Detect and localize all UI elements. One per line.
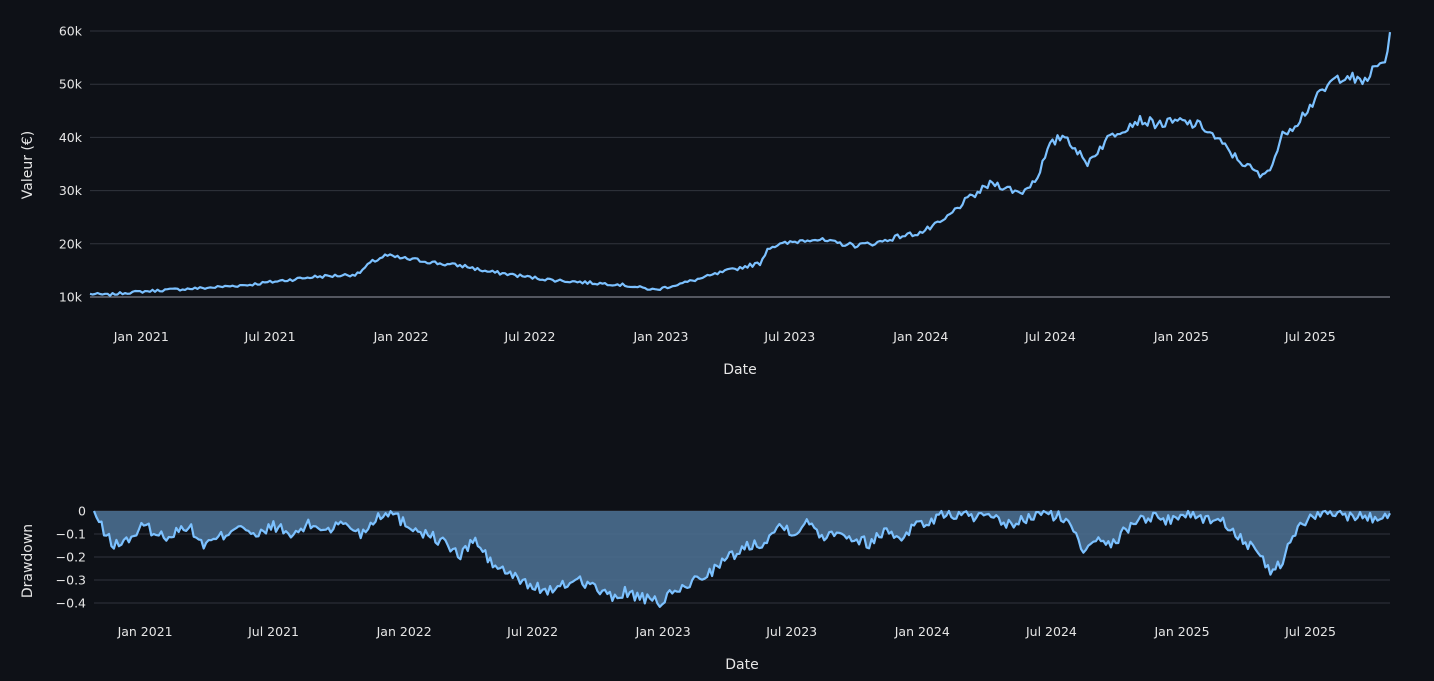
top-chart-series-line[interactable] (89, 31, 1392, 297)
top-chart-x-tick-label-7: Jul 2024 (1024, 329, 1076, 344)
bottom-chart-x-tick-label-8: Jan 2025 (1154, 624, 1210, 639)
bottom-chart-x-tick-label-1: Jul 2021 (247, 624, 299, 639)
bottom-chart-series-line[interactable] (92, 509, 1391, 608)
top-chart-series[interactable] (89, 31, 1392, 297)
bottom-chart-y-tick-label-3: −0.3 (56, 573, 86, 588)
bottom-chart-x-axis-title: Date (725, 657, 758, 673)
bottom-chart-x-tick-label-2: Jan 2022 (376, 624, 432, 639)
top-chart-x-tick-label-4: Jan 2023 (632, 329, 688, 344)
bottom-chart-x-tick-label-6: Jan 2024 (894, 624, 950, 639)
top-chart-y-tick-label-2: 30k (59, 183, 83, 198)
bottom-chart-area-fill (94, 511, 1390, 607)
top-chart-y-axis-title: Valeur (€) (20, 131, 36, 199)
top-chart-gridlines (90, 30, 1390, 298)
bottom-chart-x-tick-label-0: Jan 2021 (117, 624, 173, 639)
top-chart-x-tick-label-9: Jul 2025 (1284, 329, 1336, 344)
bottom-chart-y-tick-label-4: −0.4 (56, 596, 86, 611)
top-chart-x-tick-label-8: Jan 2025 (1153, 329, 1209, 344)
bottom-chart-y-ticks: 0 −0.1 −0.2 −0.3 −0.4 (56, 504, 86, 611)
top-chart-y-tick-label-4: 50k (59, 77, 83, 92)
top-chart-x-tick-label-0: Jan 2021 (113, 329, 169, 344)
bottom-chart-series[interactable] (92, 509, 1391, 608)
bottom-chart-y-tick-label-0: 0 (78, 504, 86, 519)
top-chart-y-tick-label-1: 20k (59, 236, 83, 251)
bottom-chart-x-tick-label-5: Jul 2023 (765, 624, 817, 639)
top-chart-x-tick-label-3: Jul 2022 (504, 329, 556, 344)
top-chart-x-tick-label-6: Jan 2024 (892, 329, 948, 344)
bottom-chart-y-axis-title: Drawdown (20, 524, 36, 598)
top-chart-x-tick-label-1: Jul 2021 (244, 329, 296, 344)
bottom-chart-x-ticks: Jan 2021 Jul 2021 Jan 2022 Jul 2022 Jan 2023… (117, 624, 1336, 639)
bottom-chart-x-tick-label-3: Jul 2022 (506, 624, 558, 639)
top-chart-y-tick-label-0: 10k (59, 290, 83, 305)
top-chart-y-tick-label-5: 60k (59, 24, 83, 39)
top-chart-y-tick-label-3: 40k (59, 130, 83, 145)
top-chart-x-axis-title: Date (723, 362, 756, 378)
bottom-chart-y-tick-label-1: −0.1 (56, 527, 86, 542)
bottom-chart-y-tick-label-2: −0.2 (56, 550, 86, 565)
bottom-chart-x-tick-label-9: Jul 2025 (1284, 624, 1336, 639)
top-chart-x-tick-label-5: Jul 2023 (763, 329, 815, 344)
top-chart-x-ticks: Jan 2021 Jul 2021 Jan 2022 Jul 2022 Jan 2023… (113, 329, 1336, 344)
bottom-chart-x-tick-label-7: Jul 2024 (1025, 624, 1077, 639)
top-chart-y-ticks: 10k 20k 30k 40k 50k 60k (59, 24, 83, 305)
bottom-chart-x-tick-label-4: Jan 2023 (635, 624, 691, 639)
top-chart-x-tick-label-2: Jan 2022 (373, 329, 429, 344)
